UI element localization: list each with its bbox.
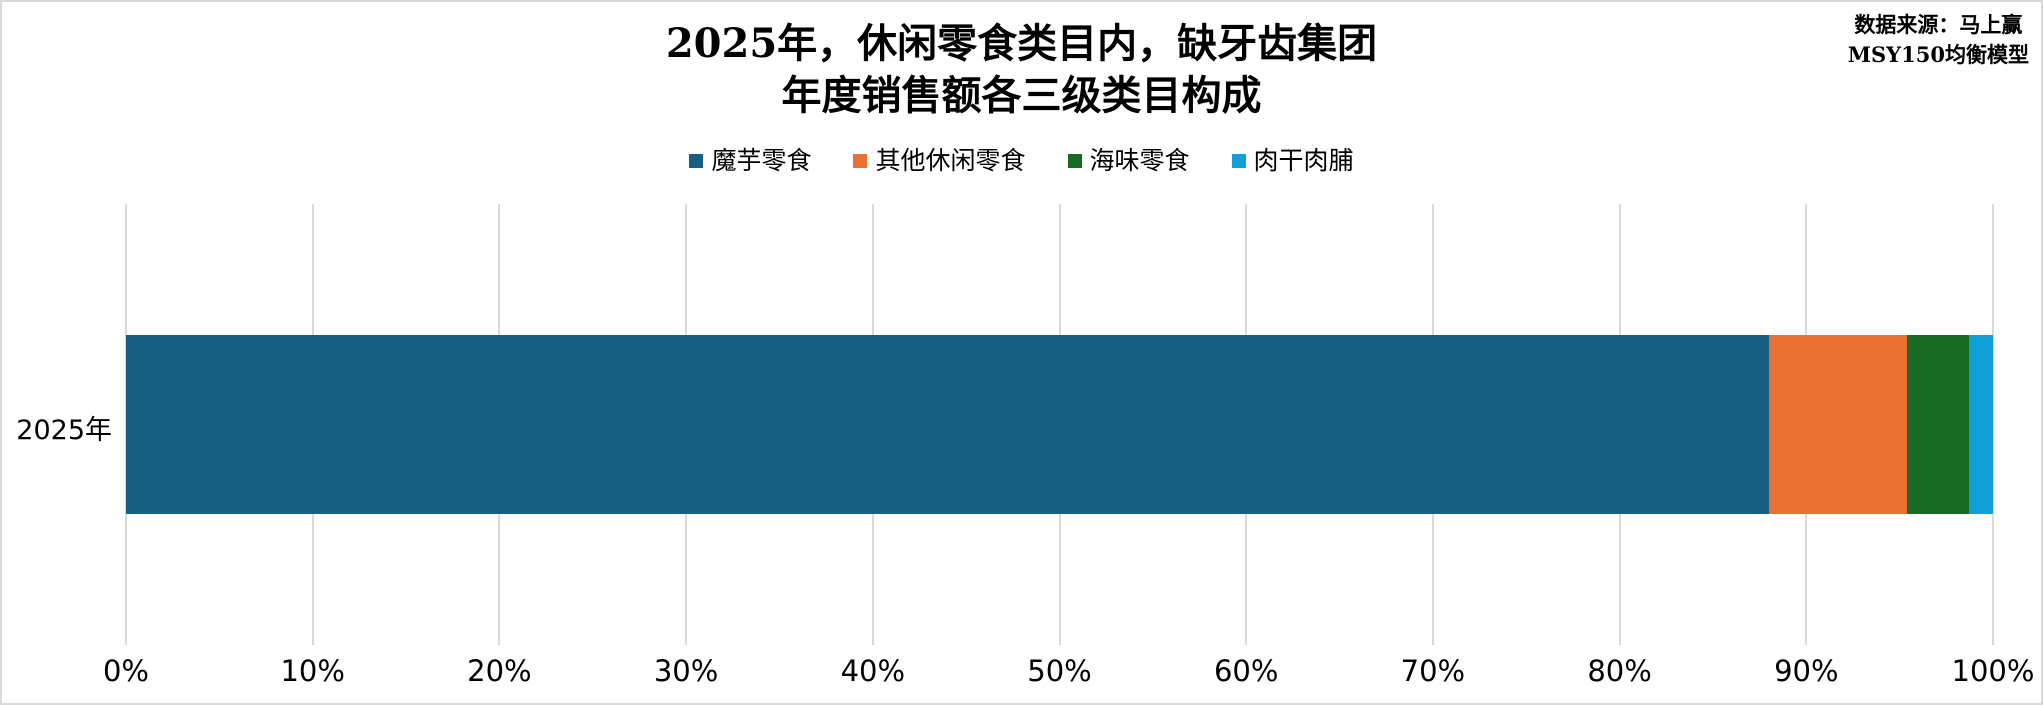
x-tick-label-50%: 50% xyxy=(1027,654,1092,688)
legend-label: 其他休闲零食 xyxy=(875,146,1026,175)
x-tick-label-10%: 10% xyxy=(280,654,345,688)
x-tick-label-0%: 0% xyxy=(102,654,149,688)
x-tick-label-80%: 80% xyxy=(1587,654,1652,688)
chart-title: 2025年，休闲零食类目内，缺牙齿集团 年度销售额各三级类目构成 xyxy=(2,18,2041,122)
data-source-note: 数据来源：马上赢 MSY150均衡模型 xyxy=(1848,10,2029,70)
legend-label: 海味零食 xyxy=(1089,146,1190,175)
bar-segment-1[interactable] xyxy=(1768,335,1908,514)
chart-title-line2: 年度销售额各三级类目构成 xyxy=(781,72,1262,119)
chart-title-line1: 2025年，休闲零食类目内，缺牙齿集团 xyxy=(665,20,1378,67)
legend-swatch-icon xyxy=(853,153,868,168)
legend-swatch-icon xyxy=(1067,153,1082,168)
x-tick-label-40%: 40% xyxy=(840,654,906,688)
x-tick-label-90%: 90% xyxy=(1774,654,1839,688)
y-axis-category-label: 2025年 xyxy=(16,415,112,446)
gridline-100% xyxy=(1992,204,1994,645)
data-source-line1: 数据来源：马上赢 xyxy=(1854,12,2023,37)
legend-item-2[interactable]: 海味零食 xyxy=(1067,146,1190,175)
x-tick-label-100%: 100% xyxy=(1951,654,2035,688)
bar-segment-2[interactable] xyxy=(1907,335,1969,514)
data-source-line2: MSY150均衡模型 xyxy=(1847,42,2029,67)
legend-label: 魔芋零食 xyxy=(711,146,812,175)
bar-segment-3[interactable] xyxy=(1968,335,1993,514)
stacked-bar-2025 xyxy=(126,335,1993,514)
x-tick-label-20%: 20% xyxy=(467,654,532,688)
legend-label: 肉干肉脯 xyxy=(1253,146,1354,175)
legend-item-0[interactable]: 魔芋零食 xyxy=(689,148,811,173)
x-tick-label-30%: 30% xyxy=(653,654,719,688)
legend-swatch-icon xyxy=(689,153,704,168)
x-tick-label-60%: 60% xyxy=(1213,654,1279,688)
legend-item-1[interactable]: 其他休闲零食 xyxy=(853,146,1026,175)
legend-item-3[interactable]: 肉干肉脯 xyxy=(1231,146,1354,175)
bar-segment-0[interactable] xyxy=(126,335,1769,514)
x-tick-label-70%: 70% xyxy=(1400,654,1466,688)
chart-legend: 魔芋零食 其他休闲零食 海味零食 肉干肉脯 xyxy=(2,148,2041,173)
legend-swatch-icon xyxy=(1231,153,1246,168)
